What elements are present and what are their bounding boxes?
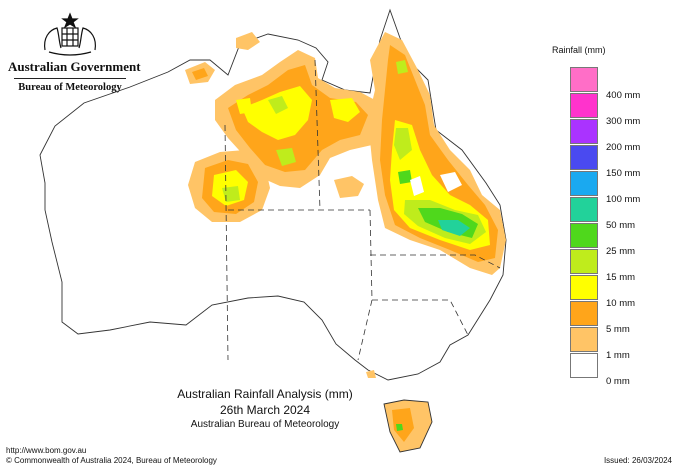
rainfall-fields xyxy=(185,32,506,378)
legend-label: 1 mm xyxy=(606,350,630,361)
legend-swatch xyxy=(570,327,598,352)
legend-label: 200 mm xyxy=(606,142,641,153)
legend-label: 400 mm xyxy=(606,90,641,101)
legend-swatch xyxy=(570,119,598,144)
coat-of-arms-icon xyxy=(44,12,96,56)
government-brand: Australian Government Bureau of Meteorol… xyxy=(8,10,141,93)
map-source: Australian Bureau of Meteorology xyxy=(190,419,340,430)
bom-url[interactable]: http://www.bom.gov.au xyxy=(6,446,87,455)
legend-title: Rainfall (mm) xyxy=(552,45,606,55)
legend-swatch xyxy=(570,67,598,92)
legend-swatch xyxy=(570,93,598,118)
legend-label: 15 mm xyxy=(606,272,636,283)
map-title-block: Australian Rainfall Analysis (mm) 26th M… xyxy=(130,386,400,432)
legend-swatch xyxy=(570,353,598,378)
map-date: 26th March 2024 xyxy=(219,403,311,417)
legend-label: 25 mm xyxy=(606,246,636,257)
legend-swatch xyxy=(570,171,598,196)
brand-divider xyxy=(14,78,126,79)
tasmania-core xyxy=(392,408,414,442)
legend-swatch xyxy=(570,197,598,222)
issued-date: Issued: 26/03/2024 xyxy=(603,456,672,465)
legend-swatch xyxy=(570,249,598,274)
map-title: Australian Rainfall Analysis (mm) xyxy=(177,387,353,401)
legend-swatch xyxy=(570,301,598,326)
bureau-name: Bureau of Meteorology xyxy=(18,82,122,93)
legend-label: 300 mm xyxy=(606,116,641,127)
legend-swatch xyxy=(570,223,598,248)
legend-label: 0 mm xyxy=(606,376,630,387)
state-borders xyxy=(224,59,501,361)
legend-label: 150 mm xyxy=(606,168,641,179)
legend-swatch xyxy=(570,145,598,170)
legend-label: 50 mm xyxy=(606,220,636,231)
tasmania-spot xyxy=(396,424,403,431)
legend-swatch xyxy=(570,275,598,300)
copyright-notice: © Commonwealth of Australia 2024, Bureau… xyxy=(6,456,217,465)
legend-label: 100 mm xyxy=(606,194,641,205)
legend-label: 5 mm xyxy=(606,324,630,335)
legend-label: 10 mm xyxy=(606,298,636,309)
government-name: Australian Government xyxy=(8,59,141,74)
